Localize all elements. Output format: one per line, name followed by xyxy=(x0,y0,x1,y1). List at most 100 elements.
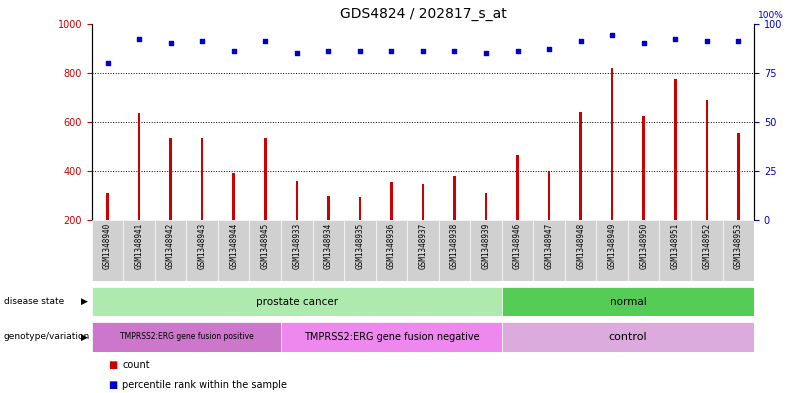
Point xyxy=(259,38,271,44)
Point xyxy=(196,38,208,44)
Point xyxy=(638,40,650,46)
Bar xyxy=(611,68,614,220)
Bar xyxy=(516,155,519,220)
Text: GSM1348933: GSM1348933 xyxy=(292,223,302,269)
Text: GSM1348946: GSM1348946 xyxy=(513,223,522,269)
Text: GSM1348944: GSM1348944 xyxy=(229,223,238,269)
Point xyxy=(417,48,429,54)
Text: GSM1348945: GSM1348945 xyxy=(261,223,270,269)
Bar xyxy=(327,195,330,220)
Text: GSM1348939: GSM1348939 xyxy=(481,223,491,269)
Point xyxy=(132,36,145,42)
Point xyxy=(448,48,461,54)
Point xyxy=(101,60,114,66)
Bar xyxy=(453,176,456,220)
Bar xyxy=(691,220,722,281)
Text: GSM1348949: GSM1348949 xyxy=(608,223,617,269)
Text: TMPRSS2:ERG gene fusion positive: TMPRSS2:ERG gene fusion positive xyxy=(120,332,253,342)
Bar xyxy=(674,79,677,220)
Point xyxy=(480,50,492,56)
Bar xyxy=(596,220,628,281)
Bar xyxy=(344,220,376,281)
Text: ■: ■ xyxy=(108,380,117,390)
Bar xyxy=(201,138,203,220)
Text: GSM1348934: GSM1348934 xyxy=(324,223,333,269)
Point xyxy=(385,48,397,54)
Bar xyxy=(264,138,267,220)
Point xyxy=(732,38,745,44)
Bar xyxy=(169,138,172,220)
Bar xyxy=(642,116,645,220)
Text: GSM1348938: GSM1348938 xyxy=(450,223,459,269)
Point xyxy=(669,36,681,42)
Text: TMPRSS2:ERG gene fusion negative: TMPRSS2:ERG gene fusion negative xyxy=(303,332,480,342)
Bar xyxy=(565,220,596,281)
Bar xyxy=(579,112,582,220)
Text: 100%: 100% xyxy=(758,11,784,20)
Text: GSM1348947: GSM1348947 xyxy=(544,223,554,269)
Bar xyxy=(313,220,344,281)
Bar xyxy=(470,220,502,281)
Text: disease state: disease state xyxy=(4,297,65,306)
Title: GDS4824 / 202817_s_at: GDS4824 / 202817_s_at xyxy=(340,7,506,21)
Bar xyxy=(138,113,140,220)
Bar xyxy=(484,193,488,220)
Point xyxy=(512,48,524,54)
Bar xyxy=(250,220,281,281)
Text: normal: normal xyxy=(610,297,646,307)
Point xyxy=(227,48,240,54)
Point xyxy=(543,46,555,52)
Bar xyxy=(295,181,298,220)
Point xyxy=(322,48,334,54)
Text: GSM1348950: GSM1348950 xyxy=(639,223,648,269)
Bar xyxy=(390,182,393,220)
Bar xyxy=(659,220,691,281)
Text: GSM1348948: GSM1348948 xyxy=(576,223,585,269)
Text: ▶: ▶ xyxy=(81,332,88,342)
Bar xyxy=(502,287,754,316)
Bar xyxy=(502,322,754,352)
Text: ■: ■ xyxy=(108,360,117,371)
Text: GSM1348935: GSM1348935 xyxy=(355,223,365,269)
Bar xyxy=(548,171,551,220)
Bar xyxy=(187,220,218,281)
Point xyxy=(354,48,366,54)
Point xyxy=(701,38,713,44)
Bar xyxy=(281,322,502,352)
Bar xyxy=(358,197,361,220)
Bar xyxy=(281,220,313,281)
Bar xyxy=(124,220,155,281)
Text: GSM1348943: GSM1348943 xyxy=(198,223,207,269)
Bar xyxy=(92,220,124,281)
Bar xyxy=(155,220,187,281)
Text: genotype/variation: genotype/variation xyxy=(4,332,90,342)
Point xyxy=(164,40,177,46)
Bar xyxy=(218,220,250,281)
Bar xyxy=(421,184,425,220)
Text: count: count xyxy=(122,360,150,371)
Bar xyxy=(533,220,565,281)
Bar xyxy=(705,100,708,220)
Bar xyxy=(439,220,470,281)
Bar xyxy=(92,287,502,316)
Point xyxy=(606,32,618,39)
Text: GSM1348941: GSM1348941 xyxy=(135,223,144,269)
Text: GSM1348936: GSM1348936 xyxy=(387,223,396,269)
Bar xyxy=(722,220,754,281)
Bar xyxy=(232,173,235,220)
Text: GSM1348942: GSM1348942 xyxy=(166,223,175,269)
Text: GSM1348952: GSM1348952 xyxy=(702,223,711,269)
Bar xyxy=(376,220,407,281)
Bar xyxy=(628,220,659,281)
Bar xyxy=(502,220,533,281)
Bar xyxy=(737,133,740,220)
Text: prostate cancer: prostate cancer xyxy=(255,297,338,307)
Bar xyxy=(92,322,281,352)
Text: GSM1348953: GSM1348953 xyxy=(734,223,743,269)
Text: control: control xyxy=(609,332,647,342)
Point xyxy=(290,50,303,56)
Text: GSM1348940: GSM1348940 xyxy=(103,223,112,269)
Text: percentile rank within the sample: percentile rank within the sample xyxy=(122,380,287,390)
Bar xyxy=(407,220,439,281)
Text: GSM1348937: GSM1348937 xyxy=(418,223,428,269)
